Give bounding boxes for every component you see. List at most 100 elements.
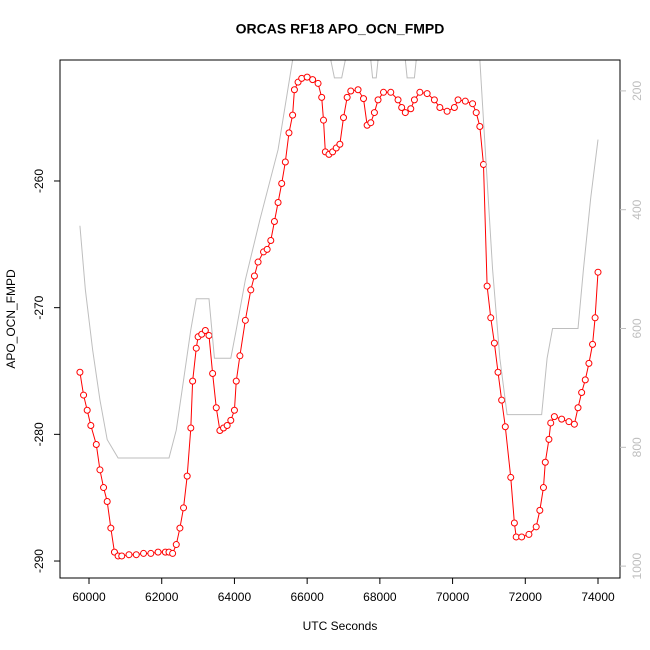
point [176,524,184,532]
y2-tick-label: 200 [630,81,644,101]
point [423,90,431,98]
point [545,435,553,443]
point [472,109,480,117]
y2-tick-label: 1000 [630,552,644,579]
point [96,466,104,474]
point [154,548,162,556]
point [410,96,418,104]
point [247,286,255,294]
point [118,552,126,560]
point [547,419,555,427]
y-tick-label: -280 [32,422,46,446]
point [125,551,133,559]
point [263,245,271,253]
point [401,109,409,117]
x-tick-label: 60000 [72,590,106,604]
y2-tick-label: 400 [630,199,644,219]
point [76,368,84,376]
y2-tick-label: 800 [630,437,644,457]
point [398,104,406,112]
point [169,549,177,557]
point [387,88,395,96]
point [550,413,558,421]
point [518,533,526,541]
point [591,314,599,322]
point [354,86,362,94]
point [469,100,477,108]
point [201,326,209,334]
point [570,420,578,428]
point [189,377,197,385]
y2-tick-label: 600 [630,318,644,338]
point [490,339,498,347]
x-axis-label: UTC Seconds [303,619,378,633]
point [100,484,108,492]
point [558,415,566,423]
point [289,111,297,119]
point [87,421,95,429]
point [416,88,424,96]
point [340,114,348,122]
point [581,376,589,384]
point [230,406,238,414]
x-tick-label: 72000 [509,590,543,604]
point [140,549,148,557]
point [536,506,544,514]
secondary-line [79,60,599,459]
point [107,524,115,532]
point [407,105,415,113]
point [450,104,458,112]
point [83,406,91,414]
point [212,404,220,412]
point [132,551,140,559]
point [510,519,518,527]
point [318,93,326,101]
point [367,119,375,127]
x-tick-label: 66000 [290,590,324,604]
point [343,93,351,101]
y-tick-label: -290 [32,549,46,573]
point [314,79,322,87]
y-tick-label: -260 [32,169,46,193]
point [180,504,188,512]
point [443,107,451,115]
point [250,272,258,280]
point [270,218,278,226]
x-tick-label: 64000 [218,590,252,604]
point [192,344,200,352]
y-tick-label: -270 [32,295,46,319]
y-axis-label: APO_OCN_FMPD [4,269,18,369]
point [541,458,549,466]
point [309,76,317,84]
point [430,96,438,104]
point [172,541,180,549]
point [594,268,602,276]
point [236,352,244,360]
point [80,391,88,399]
point [320,116,328,124]
point [589,340,597,348]
point [336,140,344,148]
point [374,96,382,104]
point [92,440,100,448]
point [476,123,484,131]
point [507,473,515,481]
point [147,549,155,557]
point [498,396,506,404]
point [494,368,502,376]
point [267,237,275,245]
point [103,497,111,505]
point [232,377,240,385]
point [525,530,533,538]
point [278,180,286,188]
point [436,104,444,112]
point [254,258,262,266]
point [187,424,195,432]
point [394,96,402,104]
point [227,416,235,424]
point [290,86,298,94]
point [274,199,282,207]
point [285,129,293,137]
point [578,389,586,397]
x-tick-label: 74000 [581,590,615,604]
